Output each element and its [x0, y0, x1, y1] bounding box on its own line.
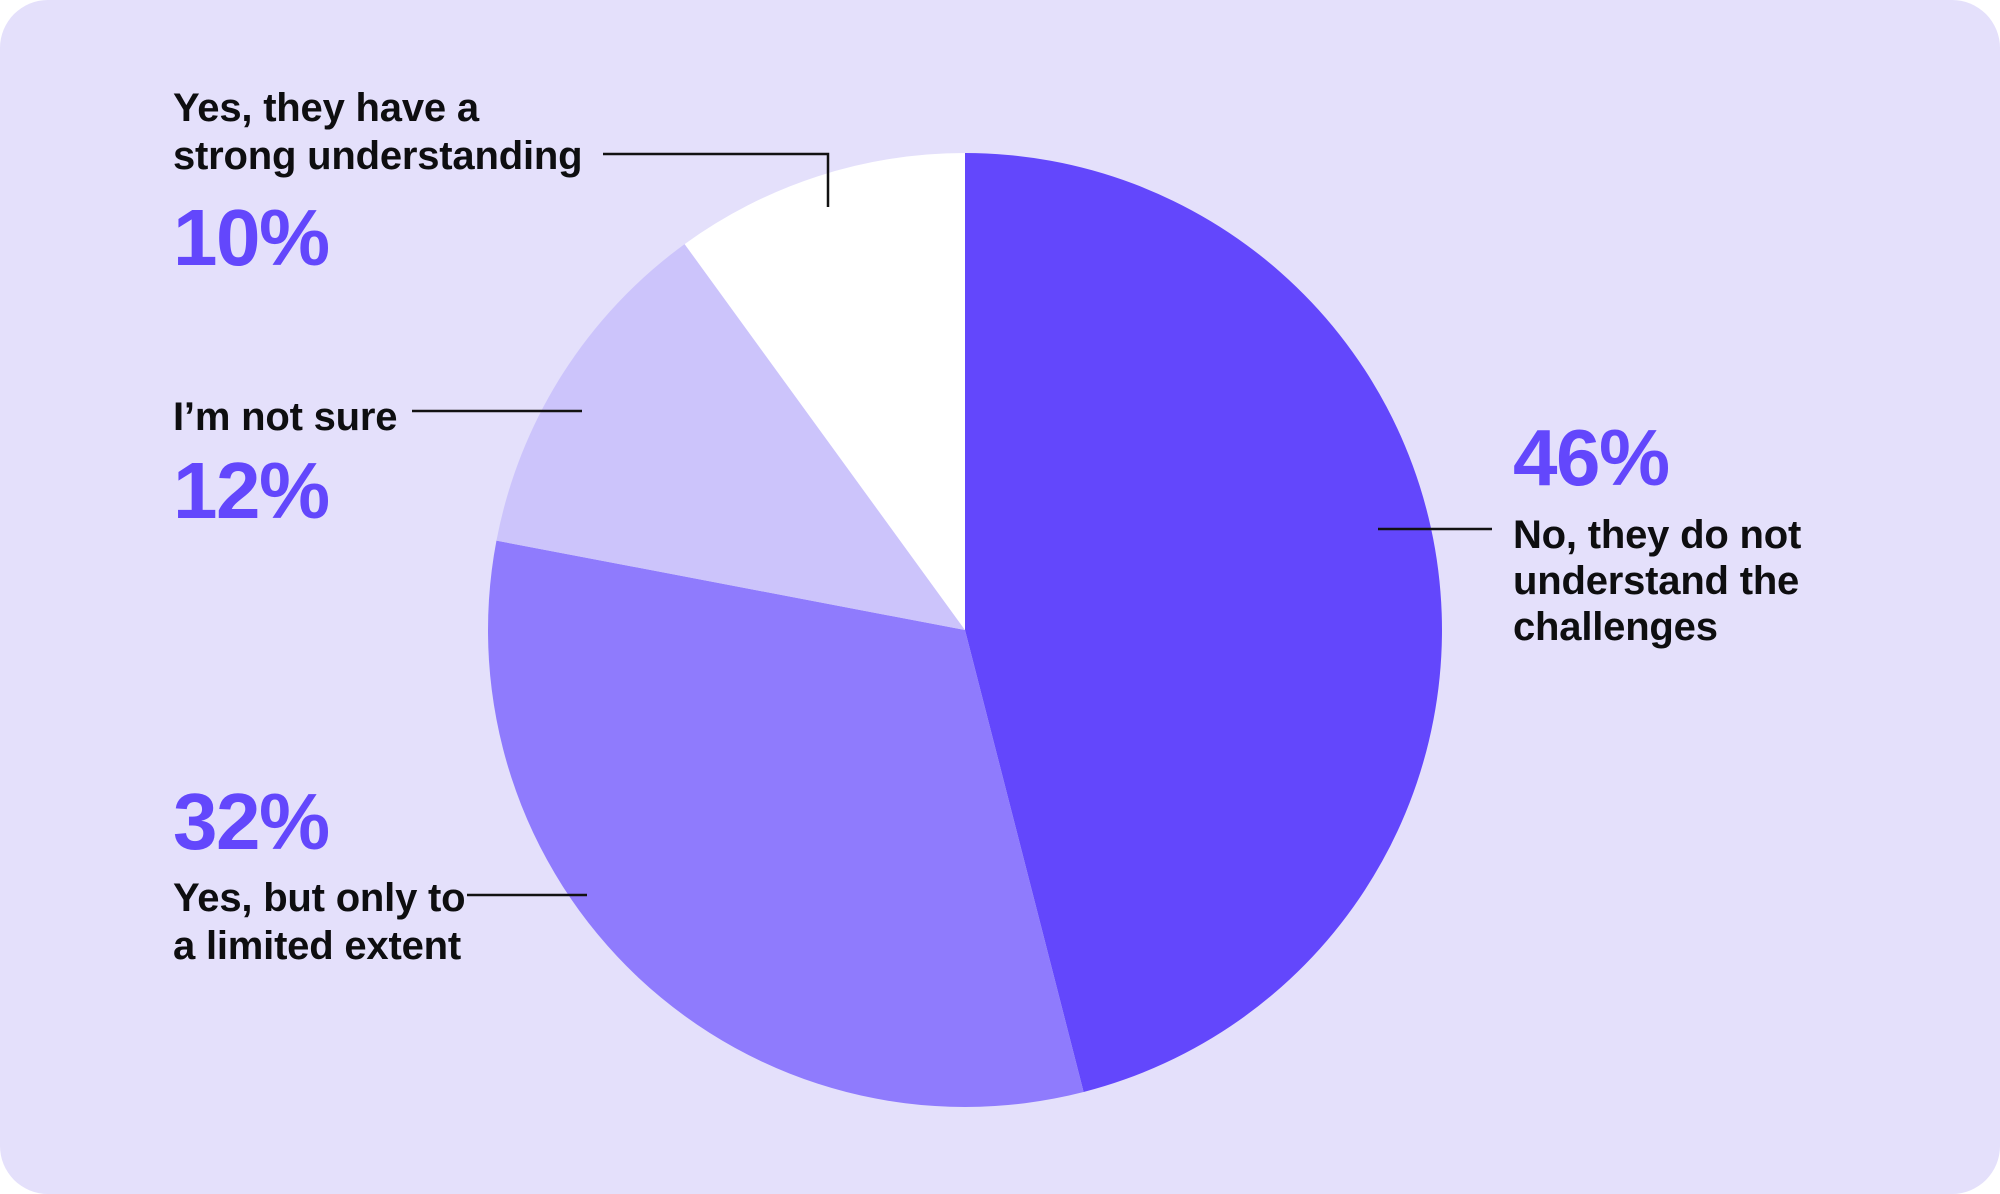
leader-line-strong-understanding	[603, 152, 830, 207]
callout-limited-label-line1: Yes, but only to	[173, 876, 466, 920]
callout-limited-label-line2: a limited extent	[173, 924, 461, 968]
callout-limited-percent: 32%	[173, 777, 330, 866]
callout-do-not-understand: 46% No, they do not understand the chall…	[1513, 418, 1801, 650]
callout-not-sure-percent: 12%	[173, 446, 330, 535]
pie-slice-46pct	[965, 153, 1442, 1093]
callout-limited-extent: 32% Yes, but only to a limited extent	[173, 777, 466, 970]
callout-not-sure-label: I’m not sure	[173, 395, 398, 439]
callout-no-label-line3: challenges	[1513, 605, 1718, 649]
callout-strong-label-line2: strong understanding	[173, 134, 583, 178]
callout-strong-percent: 10%	[173, 193, 330, 282]
callout-no-label-line2: understand the	[1513, 559, 1800, 603]
pie-slices-group	[488, 153, 1442, 1107]
callout-strong-understanding: Yes, they have a strong understanding 10…	[173, 84, 583, 282]
pie-slice-32pct	[488, 540, 1084, 1107]
callout-no-percent: 46%	[1513, 413, 1670, 502]
pie-slice-12pct	[496, 244, 965, 630]
pie-slice-10pct	[684, 153, 965, 630]
callout-not-sure: I’m not sure 12%	[173, 393, 398, 535]
callout-strong-label-line1: Yes, they have a	[173, 86, 479, 130]
callout-no-label-line1: No, they do not	[1513, 513, 1802, 557]
